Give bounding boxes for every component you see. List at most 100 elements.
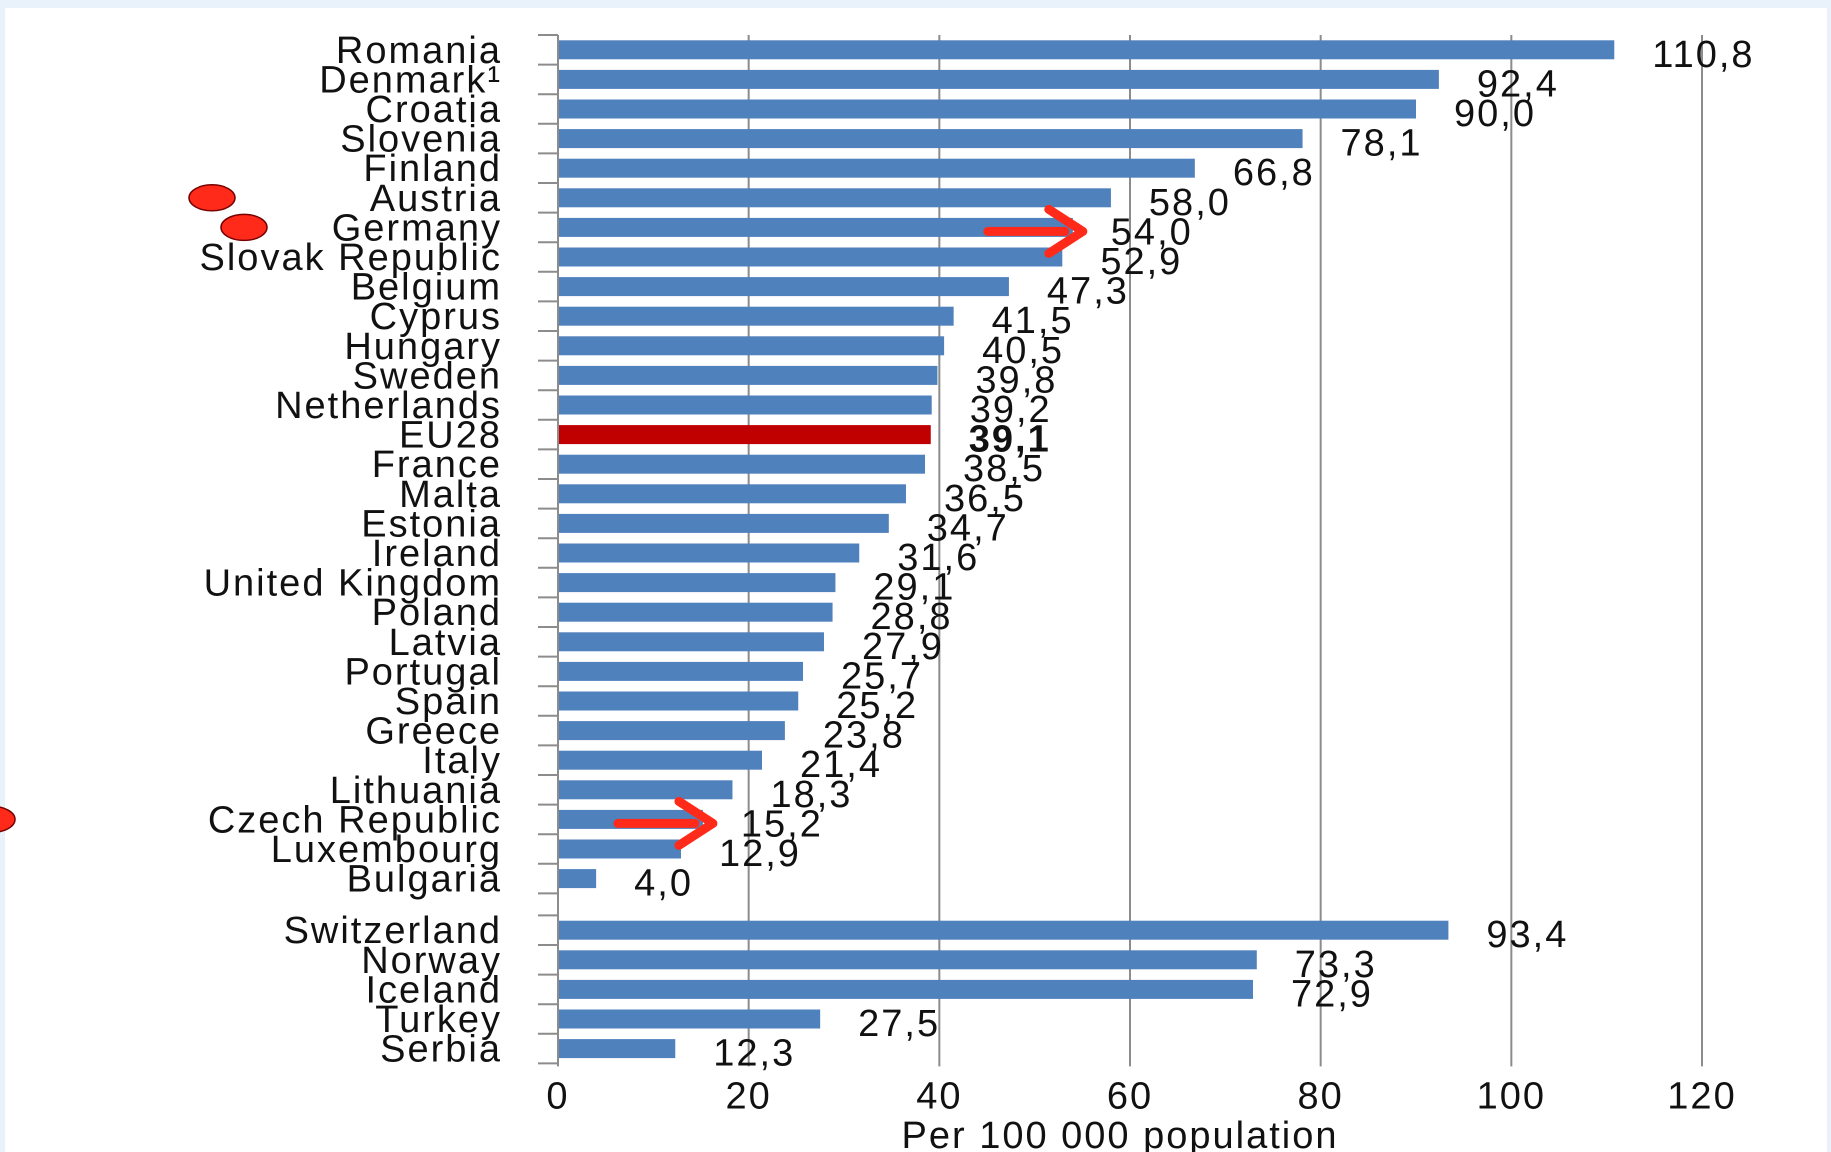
x-tick-label: 60 — [1107, 1075, 1153, 1117]
value-label: 27,9 — [862, 626, 944, 668]
bar-portugal — [558, 661, 804, 681]
value-label: 25,7 — [841, 655, 923, 697]
category-label: Latvia — [389, 622, 502, 664]
category-label: Portugal — [344, 651, 502, 693]
x-tick-label: 40 — [916, 1075, 962, 1117]
value-label: 15,2 — [741, 803, 823, 845]
category-label: Spain — [395, 681, 502, 723]
value-label: 39,2 — [970, 389, 1052, 431]
value-label: 58,0 — [1149, 182, 1231, 224]
category-label: Cyprus — [370, 296, 502, 338]
category-label: France — [372, 444, 502, 486]
value-label: 23,8 — [823, 715, 905, 757]
bar-switzerland — [558, 920, 1449, 940]
value-label: 90,0 — [1454, 93, 1536, 135]
slide-border-top — [0, 0, 1831, 8]
category-label: Finland — [363, 148, 502, 190]
bar-serbia — [558, 1039, 676, 1059]
bar-cyprus — [558, 306, 954, 326]
category-label: Italy — [422, 740, 502, 782]
value-label: 25,2 — [836, 685, 918, 727]
value-label: 29,1 — [873, 567, 955, 609]
category-label: Ireland — [372, 533, 502, 575]
bar-hungary — [558, 336, 945, 356]
bars — [558, 40, 1615, 1059]
category-label: Iceland — [365, 969, 502, 1011]
x-tick-label: 0 — [546, 1075, 569, 1117]
category-label: Lithuania — [330, 770, 502, 812]
bar-italy — [558, 750, 763, 770]
bar-turkey — [558, 1009, 821, 1029]
bar-austria — [558, 188, 1111, 208]
bar-norway — [558, 950, 1257, 970]
bar-finland — [558, 158, 1195, 178]
value-label: 36,5 — [944, 478, 1026, 520]
category-label: Serbia — [380, 1029, 502, 1071]
marker-dot-czech-republic — [0, 806, 16, 833]
x-tick-label: 80 — [1298, 1075, 1344, 1117]
marker-dot-austria — [188, 184, 236, 212]
x-tick-labels: 0 20 40 60 80 100 120 — [546, 1075, 1736, 1117]
category-label: Czech Republic — [208, 799, 502, 841]
slide-border-left — [0, 0, 5, 1152]
category-label: Sweden — [353, 355, 502, 397]
bar-bulgaria — [558, 869, 597, 889]
category-label: Luxembourg — [271, 829, 502, 871]
value-label: 54,0 — [1111, 211, 1193, 253]
arrow-head — [674, 796, 718, 850]
category-label: Slovenia — [340, 119, 502, 161]
category-label: Romania — [336, 30, 502, 72]
value-label: 110,8 — [1652, 34, 1754, 76]
category-label: Norway — [361, 940, 502, 982]
category-label: Germany — [332, 207, 502, 249]
value-label: 34,7 — [927, 507, 1009, 549]
category-label: EU28 — [399, 415, 502, 457]
value-label: 38,5 — [963, 448, 1045, 490]
value-label: 27,5 — [858, 1003, 940, 1045]
category-label: Switzerland — [284, 910, 502, 952]
value-label: 28,8 — [871, 596, 953, 638]
category-label: Hungary — [344, 326, 502, 368]
arrow-head — [1044, 204, 1088, 258]
value-label: 21,4 — [800, 744, 882, 786]
value-label: 92,4 — [1477, 63, 1559, 105]
category-label: Croatia — [366, 89, 503, 131]
x-axis-title: Per 100 000 population — [902, 1115, 1339, 1152]
value-label: 18,3 — [770, 774, 852, 816]
bar-iceland — [558, 979, 1253, 999]
bar-croatia — [558, 99, 1416, 119]
value-label: 12,9 — [719, 833, 801, 875]
bar-belgium — [558, 277, 1009, 297]
x-tick-label: 120 — [1667, 1075, 1736, 1117]
bar-estonia — [558, 513, 889, 533]
bar-poland — [558, 602, 833, 622]
bar-malta — [558, 484, 906, 504]
bar-romania — [558, 40, 1615, 60]
category-label: Denmark¹ — [319, 59, 502, 101]
bar-denmark — [558, 69, 1439, 89]
category-label: Estonia — [361, 503, 502, 545]
bar-slovak-republic — [558, 247, 1063, 267]
value-label: 41,5 — [992, 300, 1074, 342]
bar-eu28 — [558, 425, 931, 445]
value-label: 66,8 — [1233, 152, 1315, 194]
bar-latvia — [558, 632, 824, 652]
category-label: United Kingdom — [204, 563, 502, 605]
bar-france — [558, 454, 926, 474]
category-label: Turkey — [375, 999, 502, 1041]
category-label: Slovak Republic — [200, 237, 502, 279]
value-label: 78,1 — [1341, 123, 1423, 165]
value-label: 72,9 — [1291, 973, 1373, 1015]
bar-germany — [558, 217, 1073, 237]
category-label: Netherlands — [275, 385, 502, 427]
bar-netherlands — [558, 395, 932, 415]
slide-border-right — [1827, 0, 1831, 1152]
value-labels: 110,8 92,490,0 78,1 66,858,054,052,947,341,… — [634, 34, 1754, 1075]
category-labels: RomaniaDenmark¹CroatiaSloveniaFinlandAus… — [200, 30, 503, 1071]
bar-sweden — [558, 365, 938, 385]
category-label: Austria — [370, 178, 502, 220]
value-label: 12,3 — [713, 1033, 795, 1075]
value-label: 4,0 — [634, 863, 693, 905]
value-label: 73,3 — [1295, 944, 1377, 986]
